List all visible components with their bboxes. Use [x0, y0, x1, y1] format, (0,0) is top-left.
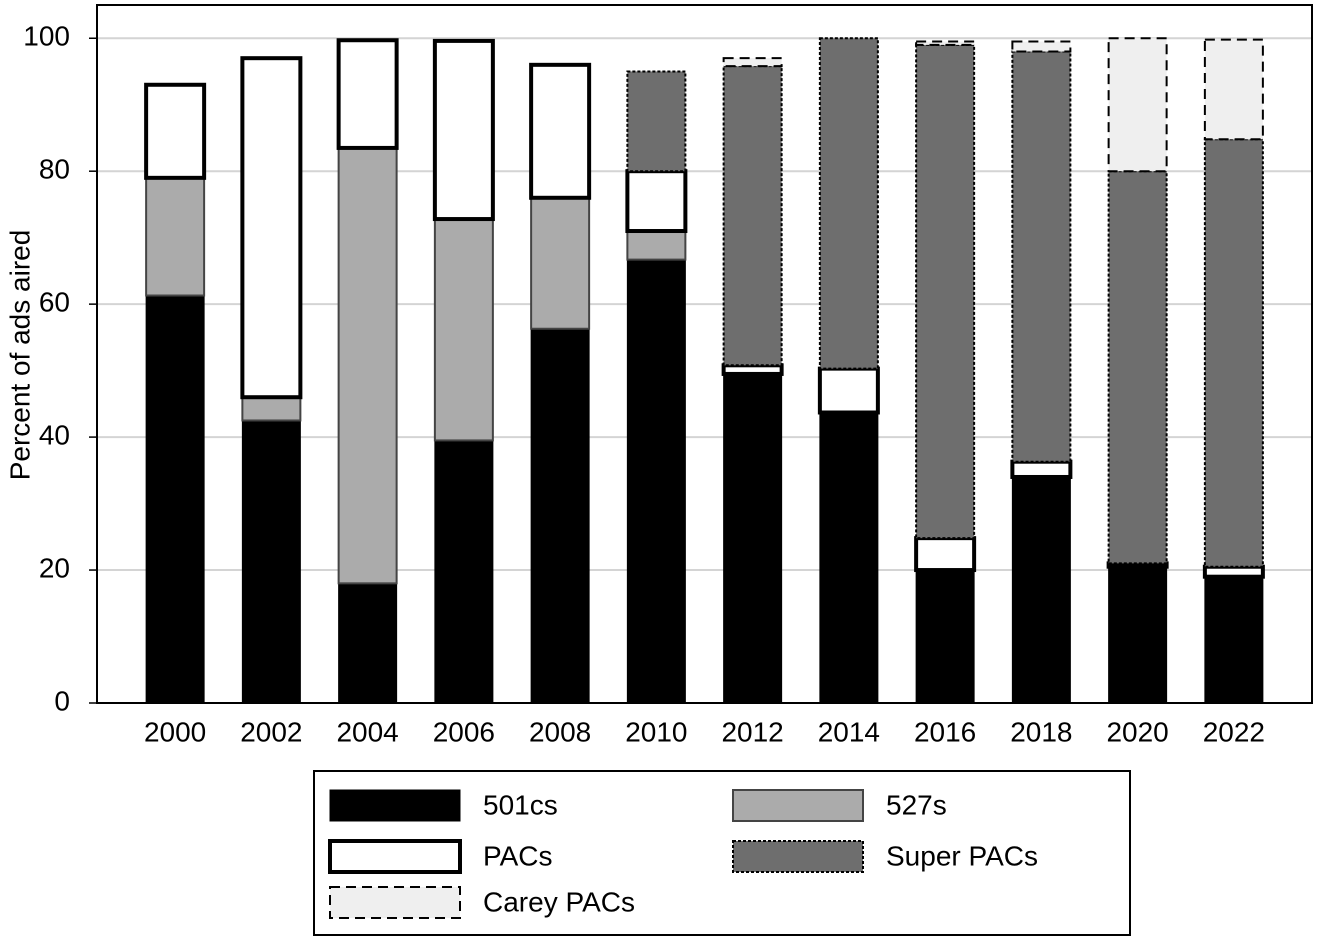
y-tick-label: 0 — [54, 685, 70, 716]
legend-label: 501cs — [483, 789, 558, 820]
bar-segment — [915, 40, 976, 46]
bar-segment — [915, 569, 975, 704]
bar-segment — [1107, 37, 1168, 173]
bar-segment — [915, 43, 976, 540]
legend-box — [313, 770, 1131, 936]
legend-swatch — [732, 789, 864, 822]
plot-frame — [96, 4, 1313, 704]
bar-segment — [1107, 170, 1168, 565]
bar-segment — [1106, 561, 1169, 569]
bar-segment — [1203, 138, 1264, 568]
bar-segment — [241, 396, 302, 422]
bar-segment — [144, 82, 207, 180]
legend-label: Super PACs — [886, 840, 1038, 871]
y-tick-label: 100 — [23, 21, 70, 52]
bar-segment — [241, 419, 301, 704]
bar-segment — [240, 56, 303, 400]
x-tick-label: 2000 — [144, 716, 206, 747]
bar-segment — [626, 230, 687, 261]
bar-segment — [337, 146, 398, 585]
legend-label: PACs — [483, 840, 553, 871]
bar-segment — [529, 62, 592, 200]
bar-segment — [1108, 566, 1168, 704]
bar-segment — [1011, 40, 1072, 53]
x-tick-label: 2010 — [625, 716, 687, 747]
bar-segment — [530, 328, 590, 704]
y-tick-label: 80 — [39, 154, 70, 185]
legend-swatch — [328, 839, 462, 874]
bar-segment — [1011, 476, 1071, 704]
x-tick-label: 2018 — [1010, 716, 1072, 747]
bar-segment — [723, 373, 783, 704]
y-axis-label: Percent of ads aired — [4, 230, 35, 481]
legend-label: Carey PACs — [483, 886, 635, 917]
bar-segment — [626, 70, 687, 173]
x-tick-label: 2022 — [1203, 716, 1265, 747]
bar-segment — [1202, 564, 1265, 579]
bar-segment — [1011, 50, 1072, 463]
y-tick-label: 20 — [39, 552, 70, 583]
y-tick-label: 60 — [39, 287, 70, 318]
x-tick-label: 2016 — [914, 716, 976, 747]
bar-segment — [336, 38, 399, 150]
bar-segment — [530, 196, 591, 330]
x-tick-label: 2004 — [336, 716, 398, 747]
y-tick-label: 40 — [39, 419, 70, 450]
x-tick-label: 2012 — [721, 716, 783, 747]
bar-segment — [432, 38, 495, 222]
bar-segment — [817, 366, 880, 415]
bar-segment — [721, 363, 784, 376]
bar-segment — [819, 411, 879, 704]
x-tick-label: 2002 — [240, 716, 302, 747]
bar-segment — [145, 176, 206, 297]
bar-segment — [722, 57, 783, 68]
x-tick-label: 2014 — [818, 716, 880, 747]
bar-segment — [338, 582, 398, 704]
bar-segment — [433, 218, 494, 442]
bar-segment — [914, 536, 977, 573]
bar-segment — [434, 439, 494, 704]
bar-segment — [1010, 459, 1073, 479]
bar-segment — [626, 259, 686, 704]
bar-segment — [1203, 38, 1264, 141]
x-tick-label: 2006 — [433, 716, 495, 747]
x-tick-label: 2020 — [1106, 716, 1168, 747]
bar-segment — [145, 295, 205, 704]
bar-segment — [722, 65, 783, 367]
legend-swatch — [329, 886, 461, 919]
bar-segment — [625, 169, 688, 234]
legend-swatch — [732, 840, 864, 873]
x-tick-label: 2008 — [529, 716, 591, 747]
bar-segment — [1204, 576, 1264, 704]
legend-label: 527s — [886, 789, 947, 820]
legend-swatch — [329, 789, 461, 822]
bar-segment — [818, 37, 879, 370]
